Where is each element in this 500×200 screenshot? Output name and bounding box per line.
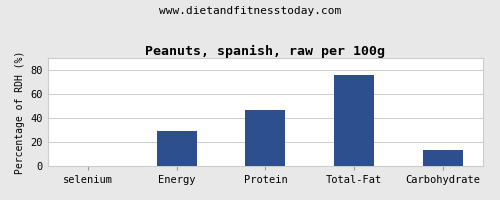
Bar <box>246 110 286 166</box>
Bar <box>156 131 196 166</box>
Bar <box>423 150 463 166</box>
Text: www.dietandfitnesstoday.com: www.dietandfitnesstoday.com <box>159 6 341 16</box>
Title: Peanuts, spanish, raw per 100g: Peanuts, spanish, raw per 100g <box>146 45 386 58</box>
Y-axis label: Percentage of RDH (%): Percentage of RDH (%) <box>15 50 25 174</box>
Bar <box>334 75 374 166</box>
